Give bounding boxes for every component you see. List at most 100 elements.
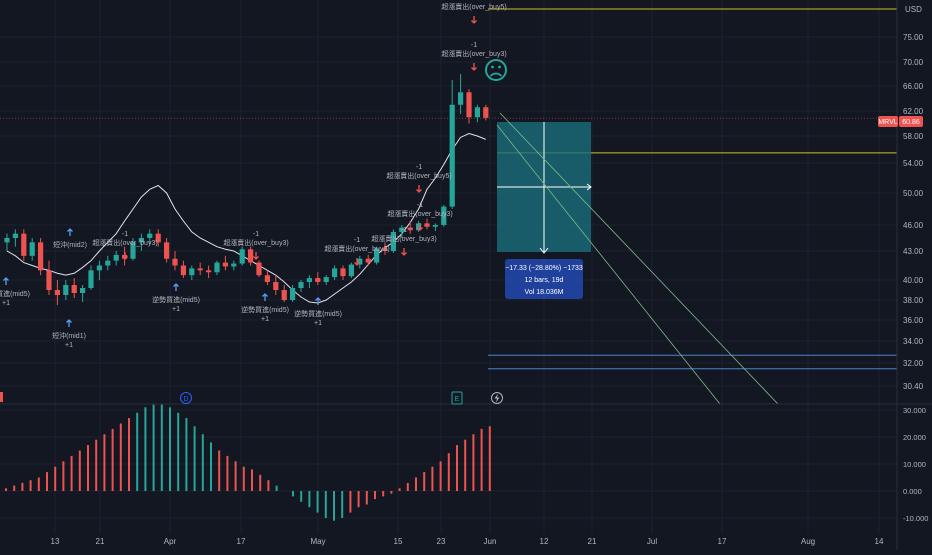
candle[interactable] (222, 262, 228, 267)
candle[interactable] (332, 268, 338, 278)
candle[interactable] (399, 227, 405, 232)
candle[interactable] (38, 242, 44, 271)
price-tick-label: 46.00 (903, 221, 924, 230)
candle[interactable] (147, 233, 153, 238)
lightning-icon[interactable] (491, 392, 503, 404)
candle[interactable] (390, 231, 396, 251)
buy-arrow-icon (66, 319, 72, 327)
candle[interactable] (113, 254, 119, 261)
candle[interactable] (214, 262, 220, 273)
buy-arrow-icon (315, 297, 321, 305)
price-tick-label: 62.00 (903, 107, 924, 116)
candle[interactable] (374, 248, 380, 263)
measure-bars: 12 bars, 19d (525, 277, 564, 284)
moving-average-line[interactable] (6, 132, 486, 304)
trade-signal[interactable]: 超漲賣出(over_buy5) (441, 2, 507, 24)
candle[interactable] (46, 270, 52, 290)
candle[interactable] (80, 288, 86, 293)
candle[interactable] (365, 258, 371, 263)
candle[interactable] (155, 233, 161, 243)
price-tick-label: 30.40 (903, 382, 924, 391)
trend-line[interactable] (499, 112, 779, 405)
time-tick-label: 14 (875, 537, 884, 546)
candle[interactable] (12, 233, 18, 238)
candle[interactable] (424, 223, 430, 227)
trade-signal[interactable]: 短沖(mid2) (53, 228, 87, 249)
candle[interactable] (231, 263, 237, 267)
candle[interactable] (21, 233, 27, 256)
candle[interactable] (432, 225, 438, 227)
earnings-marker[interactable]: E (451, 391, 463, 405)
candle[interactable] (4, 238, 10, 243)
time-tick-label: Aug (801, 537, 815, 546)
price-tick-label: 32.00 (903, 359, 924, 368)
signal-label: +1 (2, 300, 10, 307)
candle[interactable] (189, 268, 195, 276)
osc-tick-label: -10.000 (903, 514, 928, 523)
trade-signal[interactable]: 短沖(mid1) +1 (52, 319, 86, 349)
signal-label: +1 (172, 306, 180, 313)
split-marker (0, 392, 3, 402)
candle[interactable] (315, 278, 321, 282)
candle[interactable] (63, 285, 69, 295)
time-tick-label: 21 (588, 537, 597, 546)
candle[interactable] (458, 92, 464, 105)
trade-signal[interactable]: 逆勢買進(mid5) +1 (152, 283, 200, 313)
candle[interactable] (474, 107, 480, 118)
candle[interactable] (138, 238, 144, 243)
candle[interactable] (239, 249, 245, 264)
time-tick-label: 23 (437, 537, 446, 546)
candle[interactable] (172, 258, 178, 266)
candle[interactable] (105, 260, 111, 266)
candle[interactable] (281, 290, 287, 300)
buy-arrow-icon (173, 283, 179, 291)
candle[interactable] (197, 268, 203, 271)
candle[interactable] (180, 265, 186, 276)
candle[interactable] (290, 288, 296, 300)
dividend-marker[interactable]: D (180, 392, 192, 404)
candle[interactable] (248, 249, 254, 263)
candle[interactable] (164, 242, 170, 259)
candle[interactable] (130, 242, 136, 259)
candle[interactable] (323, 277, 329, 282)
last-price-badge: MRVL 60.86 (878, 116, 923, 127)
candle[interactable] (466, 92, 472, 118)
candle[interactable] (357, 258, 363, 265)
trade-signal[interactable]: 逆勢買進(mid5) +1 (294, 297, 342, 327)
candle[interactable] (306, 278, 312, 282)
sell-arrow-icon (401, 248, 407, 256)
candle[interactable] (256, 262, 262, 276)
candle[interactable] (54, 290, 60, 295)
candle[interactable] (340, 268, 346, 277)
trade-signal[interactable]: 逆勢買進(mid5) +1 (241, 293, 289, 323)
candle[interactable] (273, 282, 279, 290)
candle[interactable] (483, 107, 489, 118)
candle[interactable] (416, 223, 422, 231)
candle[interactable] (71, 285, 77, 293)
candle[interactable] (264, 275, 270, 282)
candle[interactable] (407, 227, 413, 231)
candle[interactable] (88, 270, 94, 288)
candle[interactable] (441, 206, 447, 225)
candle[interactable] (382, 248, 388, 251)
candle[interactable] (449, 104, 455, 207)
trade-signal[interactable]: 逆勢買進(mid5) +1 (0, 277, 30, 307)
candle[interactable] (206, 270, 212, 273)
signal-label: 逆勢買進(mid5) (294, 309, 342, 318)
sell-arrow-icon (122, 252, 128, 260)
candle[interactable] (298, 282, 304, 288)
candle[interactable] (29, 242, 35, 256)
candle[interactable] (348, 264, 354, 277)
candle[interactable] (96, 265, 102, 271)
sell-arrow-icon (253, 252, 259, 260)
trend-line[interactable] (496, 124, 721, 405)
